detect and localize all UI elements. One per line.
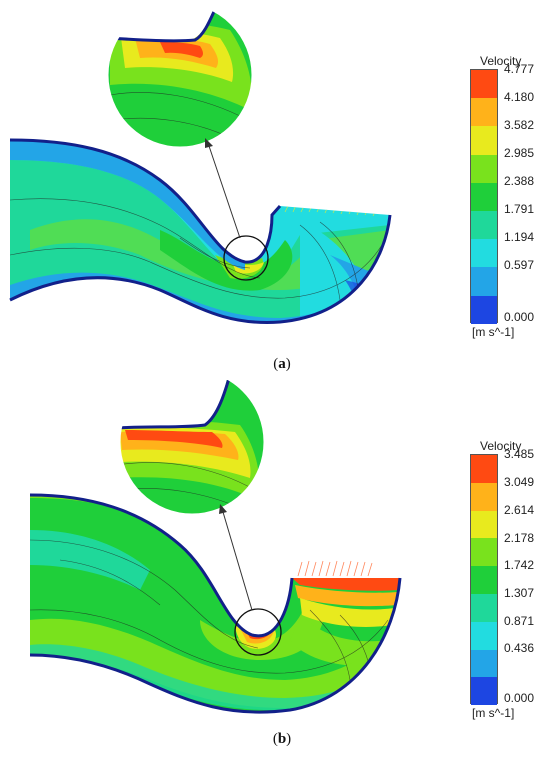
legend-swatch	[471, 126, 497, 155]
zoom-inset-b	[120, 380, 264, 514]
legend-swatch	[471, 211, 497, 240]
legend-swatch	[471, 295, 497, 324]
legend-swatch	[471, 538, 497, 567]
legend-tick: 0.436	[504, 641, 535, 655]
legend-colorbar	[470, 454, 498, 705]
magnifier-circle-a	[223, 235, 269, 281]
legend-title: Velocity	[480, 54, 522, 68]
caption-b: (b)	[272, 731, 292, 747]
legend-tick: 1.307	[504, 586, 535, 600]
legend-tick: 3.485	[504, 447, 535, 461]
legend-tick: 4.777	[504, 62, 535, 76]
legend-tick: 4.180	[504, 90, 535, 104]
legend-tick: 1.194	[504, 230, 535, 244]
legend-tick: 2.388	[504, 174, 535, 188]
panel-a: Velocity 4.777 4.180 3.582 2.985 2.388 1…	[9, 2, 535, 372]
caption-a: (a)	[273, 356, 291, 372]
legend-tick: 2.614	[504, 503, 535, 517]
legend-tick: 3.049	[504, 475, 535, 489]
legend-swatch	[471, 677, 497, 705]
legend-unit: [m s^-1]	[472, 325, 515, 339]
arrow-head-a	[205, 138, 213, 148]
legend-tick: 3.582	[504, 118, 535, 132]
legend-swatch	[471, 510, 497, 539]
legend-tick: 0.871	[504, 614, 535, 628]
legend-swatch	[471, 182, 497, 211]
legend-swatch	[471, 239, 497, 268]
channel-contours-b	[30, 495, 400, 713]
legend-tick: 1.791	[504, 202, 535, 216]
legend-tick: 0.000	[504, 310, 535, 324]
velocity-contour-plot-b	[29, 380, 402, 714]
legend-swatch	[471, 70, 497, 99]
arrow-head-b	[219, 504, 227, 514]
legend-swatch	[471, 98, 497, 127]
legend-tick: 0.597	[504, 258, 535, 272]
legend-swatch	[471, 566, 497, 594]
panel-b: Velocity 3.485 3.049 2.614 2.178 1.742 1…	[0, 380, 550, 759]
legend-swatch	[471, 621, 497, 650]
legend-tick: 2.178	[504, 531, 535, 545]
magnifier-circle-b	[234, 608, 282, 656]
legend-unit: [m s^-1]	[472, 706, 515, 720]
legend-tick: 1.742	[504, 558, 535, 572]
legend-tick: 2.985	[504, 146, 535, 160]
legend-swatch	[471, 455, 497, 483]
legend-title: Velocity	[480, 439, 522, 453]
zoom-inset-a	[108, 3, 252, 147]
legend-swatch	[471, 267, 497, 296]
legend-swatch	[471, 482, 497, 511]
legend-colorbar	[470, 69, 498, 324]
legend-swatch	[471, 594, 497, 622]
legend-swatch	[471, 154, 497, 183]
legend-swatch	[471, 649, 497, 678]
velocity-contour-plot-a	[9, 2, 392, 324]
legend-tick: 0.000	[504, 691, 535, 705]
